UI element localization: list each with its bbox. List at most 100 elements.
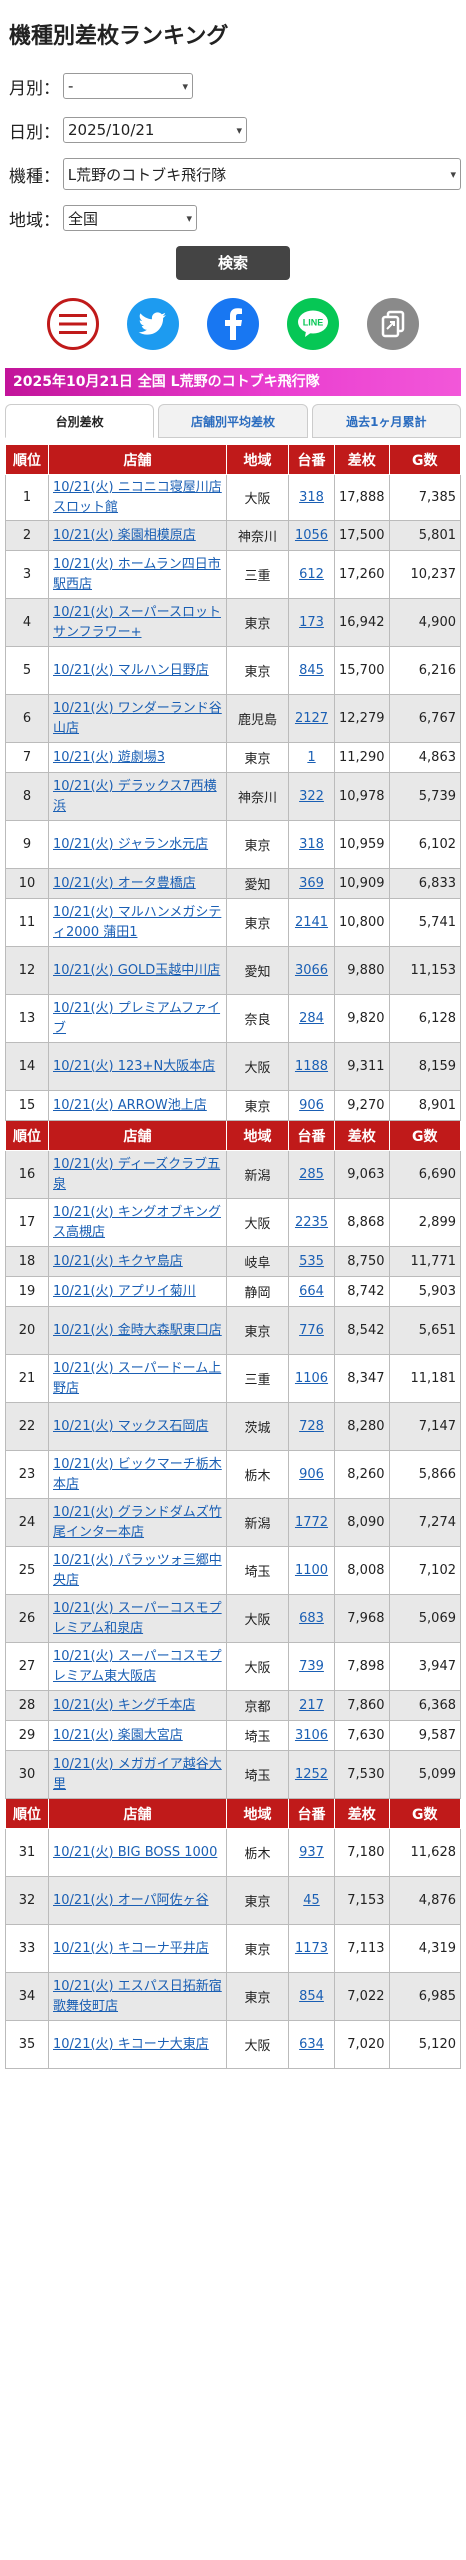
store-link[interactable]: 10/21(火) マルハンメガシティ2000 蒲田1 — [53, 905, 222, 940]
store-link[interactable]: 10/21(火) 金時大森駅東口店 — [53, 1322, 222, 1338]
rank-cell: 4 — [5, 598, 49, 647]
store-link[interactable]: 10/21(火) キクヤ島店 — [53, 1253, 183, 1269]
unit-link[interactable]: 937 — [299, 1845, 324, 1860]
store-link[interactable]: 10/21(火) 楽園大宮店 — [53, 1727, 183, 1743]
store-link[interactable]: 10/21(火) ワンダーランド谷山店 — [53, 701, 222, 736]
unit-link[interactable]: 1 — [307, 750, 316, 765]
unit-link[interactable]: 845 — [299, 663, 324, 678]
unit-link[interactable]: 854 — [299, 1989, 324, 2004]
unit-link[interactable]: 2141 — [294, 915, 329, 930]
store-cell: 10/21(火) パラッツォ三郷中央店 — [48, 1546, 227, 1595]
search-button[interactable]: 検索 — [176, 246, 290, 280]
unit-link[interactable]: 612 — [299, 567, 324, 582]
store-link[interactable]: 10/21(火) ビックマーチ栃木本店 — [53, 1457, 222, 1492]
unit-link[interactable]: 1188 — [294, 1059, 329, 1074]
unit-link[interactable]: 1173 — [294, 1941, 329, 1956]
store-link[interactable]: 10/21(火) 123+N大阪本店 — [53, 1058, 216, 1074]
store-link[interactable]: 10/21(火) ニコニコ寝屋川店スロット館 — [53, 480, 222, 515]
store-link[interactable]: 10/21(火) スーパースロットサンフラワー+ — [53, 605, 221, 640]
day-select[interactable]: 2025/10/21 ▾ — [63, 117, 247, 143]
games-cell: 5,651 — [388, 1306, 461, 1355]
tab-monthly-total[interactable]: 過去1ヶ月累計 — [311, 404, 461, 438]
store-link[interactable]: 10/21(火) GOLD玉越中川店 — [53, 962, 221, 978]
unit-link[interactable]: 3066 — [294, 963, 329, 978]
store-link[interactable]: 10/21(火) メガガイア越谷大里 — [53, 1757, 222, 1792]
unit-link[interactable]: 2127 — [294, 711, 329, 726]
unit-link[interactable]: 1106 — [294, 1371, 329, 1386]
month-select[interactable]: - ▾ — [63, 73, 193, 99]
unit-link[interactable]: 1056 — [294, 528, 329, 543]
unit-link[interactable]: 318 — [299, 837, 324, 852]
unit-link[interactable]: 3106 — [294, 1728, 329, 1743]
store-link[interactable]: 10/21(火) ディーズクラブ五泉 — [53, 1157, 221, 1192]
store-link[interactable]: 10/21(火) オーパ阿佐ヶ谷 — [53, 1892, 209, 1908]
unit-link[interactable]: 906 — [299, 1467, 324, 1482]
day-select-value: 2025/10/21 — [68, 121, 155, 139]
unit-cell: 2141 — [288, 898, 335, 947]
store-link[interactable]: 10/21(火) オータ豊橋店 — [53, 875, 196, 891]
store-cell: 10/21(火) スーパーコスモプレミアム東大阪店 — [48, 1642, 227, 1691]
unit-link[interactable]: 322 — [299, 789, 324, 804]
unit-link[interactable]: 173 — [299, 615, 324, 630]
table-row: 28 10/21(火) キング千本店 京都 217 7,860 6,368 — [5, 1690, 461, 1721]
store-link[interactable]: 10/21(火) グランドダムズ竹尾インター本店 — [53, 1505, 222, 1540]
store-link[interactable]: 10/21(火) デラックス7西横浜 — [53, 779, 217, 814]
hamburger-menu-icon[interactable] — [47, 298, 99, 350]
twitter-bird-icon[interactable] — [127, 298, 179, 350]
tab-store-average[interactable]: 店舗別平均差枚 — [158, 404, 308, 438]
store-link[interactable]: 10/21(火) キング千本店 — [53, 1697, 196, 1713]
store-link[interactable]: 10/21(火) キングオブキングス高槻店 — [53, 1205, 221, 1240]
store-link[interactable]: 10/21(火) アプリイ菊川 — [53, 1283, 196, 1299]
store-link[interactable]: 10/21(火) プレミアムファイブ — [53, 1001, 221, 1036]
unit-link[interactable]: 1252 — [294, 1767, 329, 1782]
unit-link[interactable]: 906 — [299, 1098, 324, 1113]
unit-link[interactable]: 318 — [299, 490, 324, 505]
table-row: 4 10/21(火) スーパースロットサンフラワー+ 東京 173 16,942 4,90… — [5, 598, 461, 647]
facebook-f-icon[interactable] — [207, 298, 259, 350]
store-link[interactable]: 10/21(火) BIG BOSS 1000 — [53, 1844, 218, 1860]
line-icon[interactable]: LINE — [287, 298, 339, 350]
unit-link[interactable]: 535 — [299, 1254, 324, 1269]
unit-link[interactable]: 683 — [299, 1611, 324, 1626]
copy-link-icon[interactable] — [367, 298, 419, 350]
store-link[interactable]: 10/21(火) スーパーコスモプレミアム和泉店 — [53, 1601, 222, 1636]
store-link[interactable]: 10/21(火) キコーナ平井店 — [53, 1940, 209, 1956]
store-link[interactable]: 10/21(火) スーパーコスモプレミアム東大阪店 — [53, 1649, 222, 1684]
store-link[interactable]: 10/21(火) キコーナ大東店 — [53, 2036, 209, 2052]
unit-link[interactable]: 1100 — [294, 1563, 329, 1578]
unit-link[interactable]: 284 — [299, 1011, 324, 1026]
unit-link[interactable]: 369 — [299, 876, 324, 891]
unit-link[interactable]: 45 — [303, 1893, 320, 1908]
store-link[interactable]: 10/21(火) ARROW池上店 — [53, 1097, 207, 1113]
store-link[interactable]: 10/21(火) マックス石岡店 — [53, 1418, 209, 1434]
unit-link[interactable]: 664 — [299, 1284, 324, 1299]
diff-cell: 7,113 — [334, 1924, 390, 1973]
store-link[interactable]: 10/21(火) 楽園相模原店 — [53, 527, 196, 543]
store-link[interactable]: 10/21(火) パラッツォ三郷中央店 — [53, 1553, 222, 1588]
unit-link[interactable]: 217 — [299, 1698, 324, 1713]
region-cell: 栃木 — [226, 1828, 289, 1877]
store-link[interactable]: 10/21(火) マルハン日野店 — [53, 662, 209, 678]
unit-link[interactable]: 285 — [299, 1167, 324, 1182]
machine-select[interactable]: L荒野のコトブキ飛行隊 ▾ — [62, 158, 461, 190]
unit-link[interactable]: 2235 — [294, 1215, 329, 1230]
store-cell: 10/21(火) プレミアムファイブ — [48, 994, 227, 1043]
tab-unit-diff[interactable]: 台別差枚 — [5, 404, 155, 438]
unit-link[interactable]: 634 — [299, 2037, 324, 2052]
store-link[interactable]: 10/21(火) スーパードーム上野店 — [53, 1361, 222, 1396]
games-cell: 11,771 — [388, 1246, 461, 1277]
store-cell: 10/21(火) 楽園相模原店 — [48, 520, 227, 551]
area-select[interactable]: 全国 ▾ — [63, 205, 197, 231]
store-link[interactable]: 10/21(火) 遊劇場3 — [53, 749, 166, 765]
rank-cell: 1 — [5, 474, 49, 521]
region-cell: 大阪 — [226, 1198, 289, 1247]
unit-link[interactable]: 1772 — [294, 1515, 329, 1530]
unit-link[interactable]: 728 — [299, 1419, 324, 1434]
store-link[interactable]: 10/21(火) エスパス日拓新宿歌舞伎町店 — [53, 1979, 222, 2014]
store-link[interactable]: 10/21(火) ジャラン水元店 — [53, 836, 209, 852]
unit-link[interactable]: 776 — [299, 1323, 324, 1338]
store-link[interactable]: 10/21(火) ホームラン四日市駅西店 — [53, 557, 221, 592]
unit-cell: 1056 — [288, 520, 335, 551]
unit-cell: 634 — [288, 2020, 335, 2069]
unit-link[interactable]: 739 — [299, 1659, 324, 1674]
